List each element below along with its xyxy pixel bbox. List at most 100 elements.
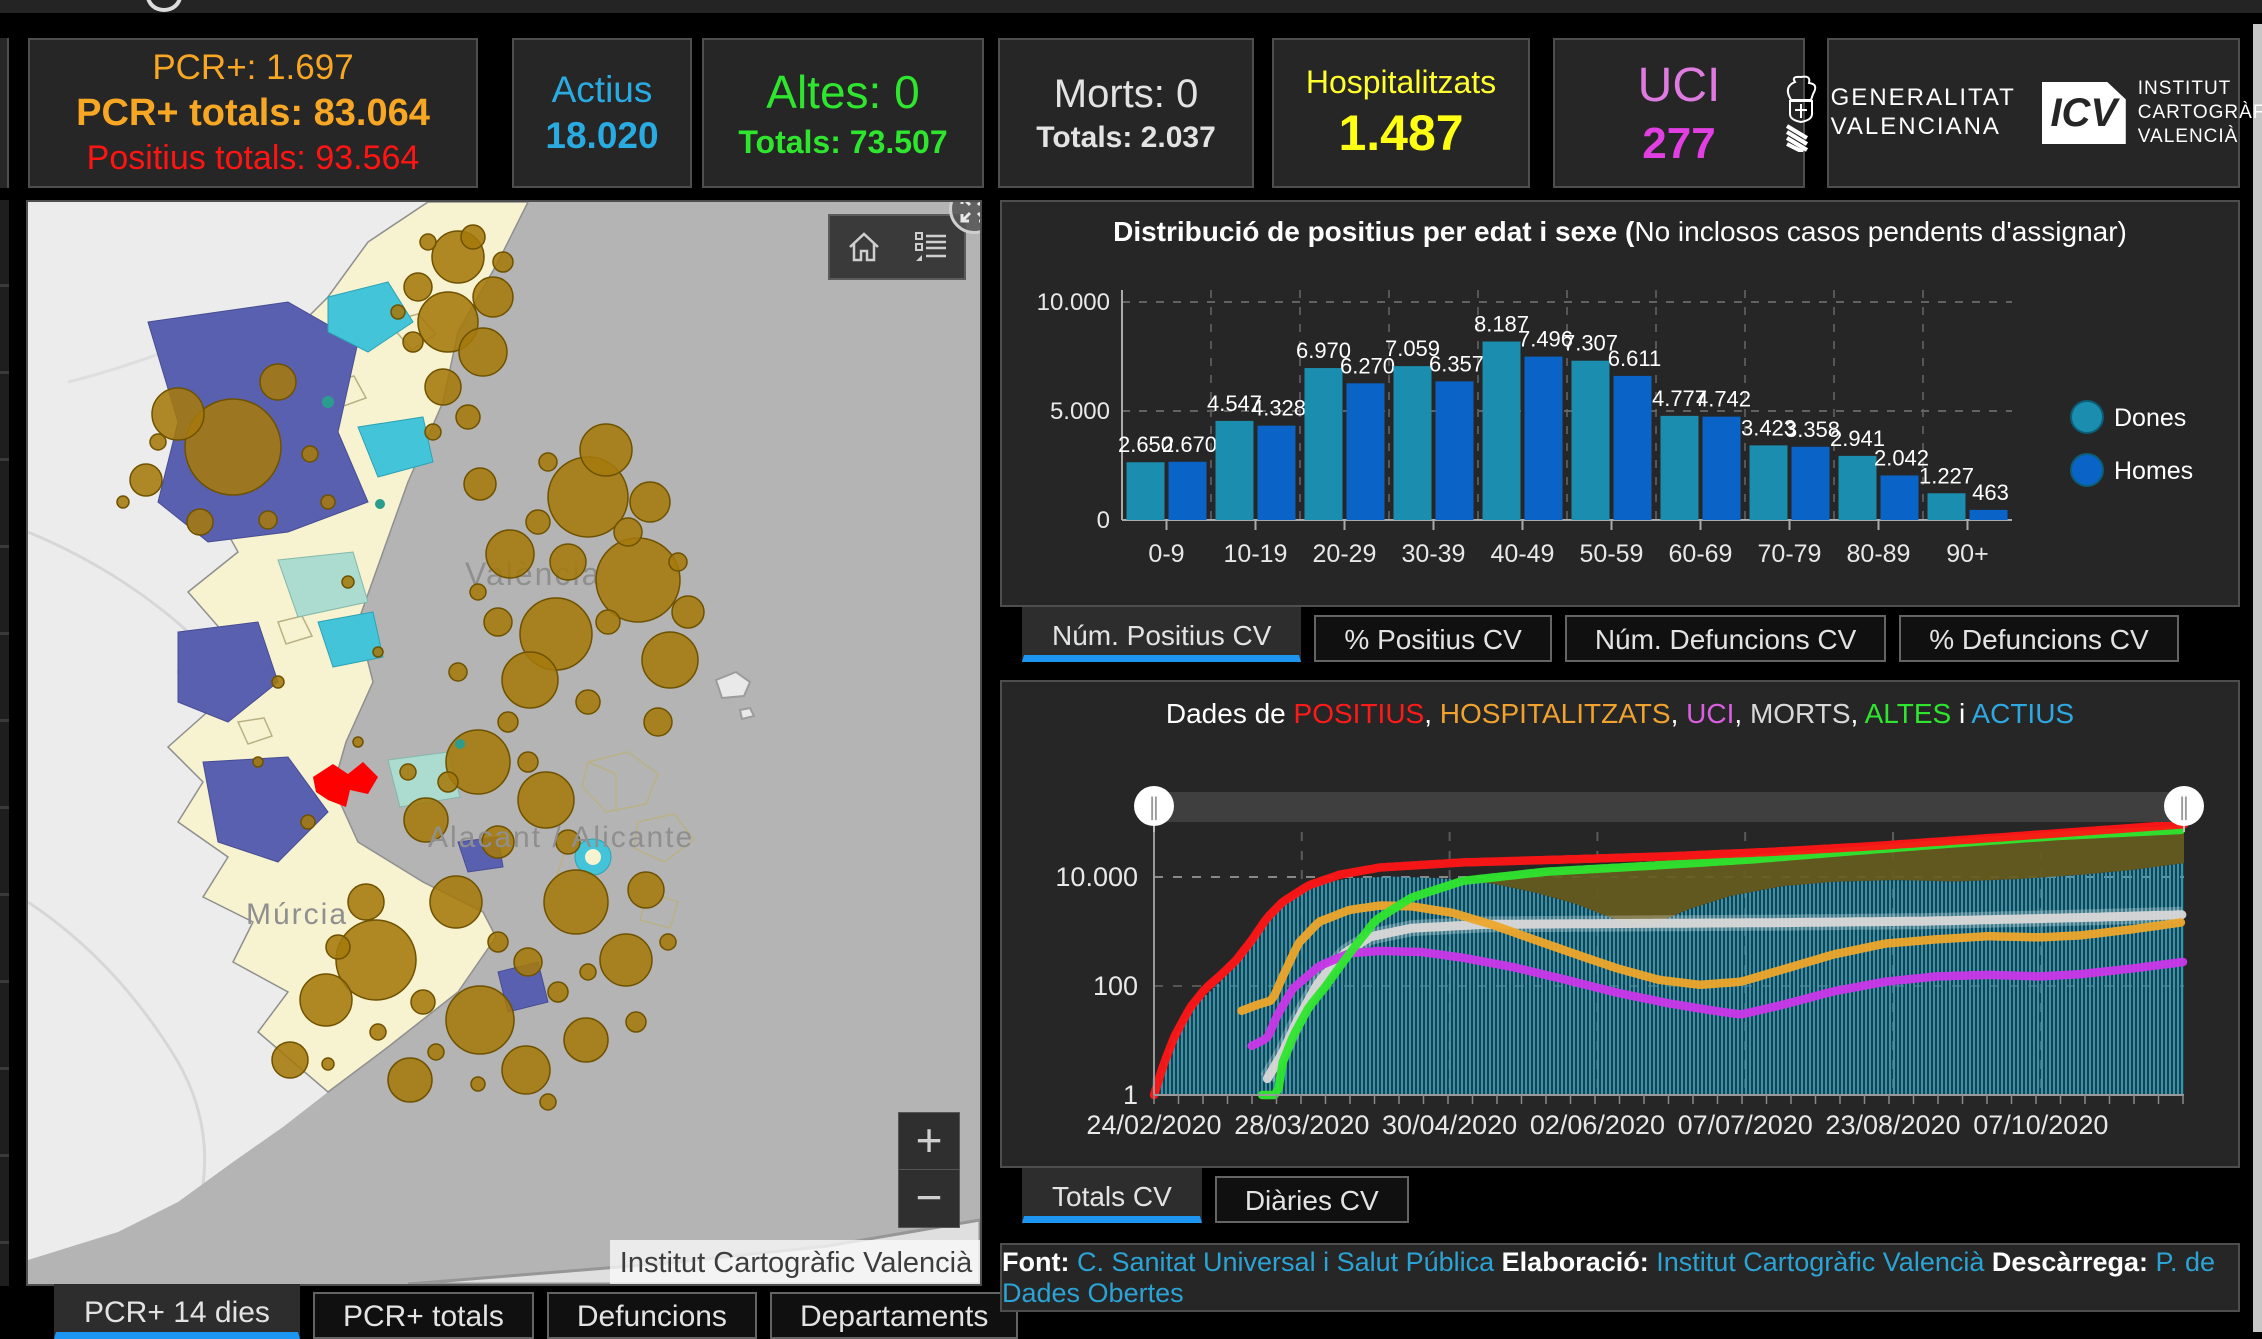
generalitat-logo: GENERALITAT VALENCIANA: [1781, 74, 2016, 152]
svg-text:1.227: 1.227: [1919, 463, 1974, 488]
svg-text:6.611: 6.611: [1608, 346, 1661, 371]
card-actius: Actius 18.020: [512, 38, 692, 188]
page-scrollbar[interactable]: [2251, 24, 2262, 1332]
svg-text:10.000: 10.000: [1055, 862, 1138, 892]
footer-link[interactable]: Institut Cartogràfic Valencià: [1656, 1246, 1985, 1277]
home-icon[interactable]: [846, 229, 882, 265]
time-title-part: i: [1951, 698, 1972, 729]
time-title-part: UCI: [1686, 698, 1735, 729]
svg-text:80-89: 80-89: [1847, 540, 1911, 568]
icv-line2: CARTOGRÀFIC: [2137, 102, 2262, 124]
svg-text:07/10/2020: 07/10/2020: [1973, 1110, 2108, 1140]
svg-text:6.357: 6.357: [1429, 351, 1484, 376]
altes-totals: Totals: 73.507: [738, 123, 948, 160]
map-canvas[interactable]: València Alacant / Alicante Múrcia + − I…: [26, 200, 982, 1286]
pcr-totals: PCR+ totals: 83.064: [76, 91, 430, 134]
age-tab-n-m-positius-cv[interactable]: Núm. Positius CV: [1022, 607, 1302, 662]
svg-text:Dones: Dones: [2114, 404, 2186, 432]
time-tab-di-ries-cv[interactable]: Diàries CV: [1214, 1176, 1409, 1223]
age-chart-tab-bar: Núm. Positius CV % Positius CV Núm. Defunc…: [1022, 607, 2179, 662]
svg-text:∥: ∥: [2178, 794, 2190, 821]
svg-text:7.059: 7.059: [1385, 336, 1440, 361]
time-title-part: ,: [1850, 698, 1865, 729]
svg-text:50-59: 50-59: [1580, 540, 1644, 568]
icv-logo: ICV INSTITUT CARTOGRÀFIC VALENCIÀ: [2041, 77, 2262, 148]
time-title-part: ,: [1424, 698, 1440, 729]
time-slider-handle-left[interactable]: ∥: [1134, 786, 1174, 826]
age-tab-n-m-defuncions-cv[interactable]: Núm. Defuncions CV: [1564, 615, 1887, 662]
hospitalitzats-label: Hospitalitzats: [1305, 63, 1497, 100]
svg-text:02/06/2020: 02/06/2020: [1530, 1110, 1665, 1140]
time-title-part: ALTES: [1864, 698, 1952, 729]
map-tab-bar: PCR+ 14 dies PCR+ totals Defuncions Departa…: [54, 1284, 1019, 1339]
svg-text:30/04/2020: 30/04/2020: [1382, 1110, 1517, 1140]
time-title-part: MORTS: [1749, 698, 1851, 729]
footer-link[interactable]: C. Sanitat Universal i Salut Pública: [1076, 1246, 1495, 1277]
card-pcr: PCR+: 1.697 PCR+ totals: 83.064 Positius…: [28, 38, 478, 188]
morts-totals: Totals: 2.037: [1036, 121, 1216, 155]
map-proportional-symbols: [116, 224, 705, 1111]
map-tab-pcr-totals[interactable]: PCR+ totals: [312, 1292, 534, 1339]
time-title-part: POSITIUS: [1293, 698, 1425, 729]
time-title-part: HOSPITALITZATS: [1439, 698, 1671, 729]
generalitat-line1: GENERALITAT: [1830, 84, 2016, 112]
actius-value: 18.020: [545, 115, 659, 156]
svg-text:24/02/2020: 24/02/2020: [1086, 1110, 1221, 1140]
icv-line3: VALENCIÀ: [2137, 125, 2239, 147]
svg-text:70-79: 70-79: [1758, 540, 1822, 568]
footer-label: Font:: [1002, 1246, 1077, 1277]
generalitat-emblem-icon: [1785, 75, 1816, 152]
card-uci: UCI 277: [1553, 38, 1805, 188]
time-title-part: Dades de: [1165, 698, 1294, 729]
time-tab-totals-cv[interactable]: Totals CV: [1022, 1168, 1202, 1223]
svg-text:40-49: 40-49: [1491, 540, 1555, 568]
generalitat-line2: VALENCIANA: [1830, 113, 2001, 140]
svg-text:2.670: 2.670: [1162, 432, 1217, 457]
age-chart-title: Distribució de positius per edat i sexe …: [1113, 216, 2127, 247]
svg-text:6.270: 6.270: [1340, 353, 1395, 378]
left-cut-panel: [0, 200, 9, 1286]
map-tab-pcr-14-dies[interactable]: PCR+ 14 dies: [54, 1284, 300, 1339]
map-zoom-control: + −: [898, 1112, 960, 1228]
svg-text:5.000: 5.000: [1050, 398, 1110, 425]
footer-label: Elaboració:: [1494, 1246, 1657, 1277]
age-tab--positius-cv[interactable]: % Positius CV: [1314, 615, 1552, 662]
card-logos: GENERALITAT VALENCIANA ICV INSTITUT CART…: [1785, 38, 2262, 188]
svg-text:7.307: 7.307: [1563, 331, 1618, 356]
footer-source-bar: Font: C. Sanitat Universal i Salut Públi…: [1000, 1243, 2240, 1312]
svg-text:3.358: 3.358: [1785, 417, 1840, 442]
svg-text:4.547: 4.547: [1207, 391, 1262, 416]
top-cut-header: [0, 0, 2262, 13]
card-morts: Morts: 0 Totals: 2.037: [998, 38, 1254, 188]
time-series-chart: 10.000 100 124/02/2020 28/03/2020 30/04/2020…: [1055, 786, 2204, 1140]
time-chart-tab-bar: Totals CV Diàries CV: [1022, 1168, 1409, 1223]
time-title-part: ,: [1734, 698, 1750, 729]
age-tab--defuncions-cv[interactable]: % Defuncions CV: [1899, 615, 2179, 662]
svg-text:7.496: 7.496: [1518, 327, 1573, 352]
map-attribution: Institut Cartogràfic Valencià: [610, 1240, 980, 1284]
svg-text:10-19: 10-19: [1224, 540, 1288, 568]
svg-text:10.000: 10.000: [1037, 289, 1110, 316]
svg-text:2.042: 2.042: [1874, 445, 1929, 470]
legend-list-icon[interactable]: [913, 229, 949, 265]
svg-text:0: 0: [1097, 507, 1110, 534]
svg-text:2.650: 2.650: [1118, 432, 1173, 457]
altes-current: Altes: 0: [766, 66, 920, 119]
map-tab-defuncions[interactable]: Defuncions: [546, 1292, 757, 1339]
footer-link[interactable]: P. de Dades Obertes: [1002, 1246, 2216, 1308]
svg-text:4.328: 4.328: [1251, 396, 1306, 421]
zoom-out-button[interactable]: −: [915, 1171, 943, 1223]
card-hospitalitzats: Hospitalitzats 1.487: [1272, 38, 1530, 188]
time-chart-title: Dades de POSITIUS, HOSPITALITZATS, UCI, …: [1000, 698, 2240, 730]
actius-label: Actius: [551, 68, 653, 110]
svg-text:30-39: 30-39: [1402, 540, 1466, 568]
svg-text:6.970: 6.970: [1296, 338, 1351, 363]
svg-text:∥: ∥: [1148, 794, 1160, 821]
icv-line1: INSTITUT: [2137, 78, 2232, 100]
uci-value: 277: [1642, 118, 1716, 168]
map-label-murcia: Múrcia: [246, 898, 348, 931]
zoom-in-button[interactable]: +: [899, 1113, 959, 1170]
svg-text:3.423: 3.423: [1741, 415, 1796, 440]
time-slider-handle-right[interactable]: ∥: [2164, 786, 2204, 826]
